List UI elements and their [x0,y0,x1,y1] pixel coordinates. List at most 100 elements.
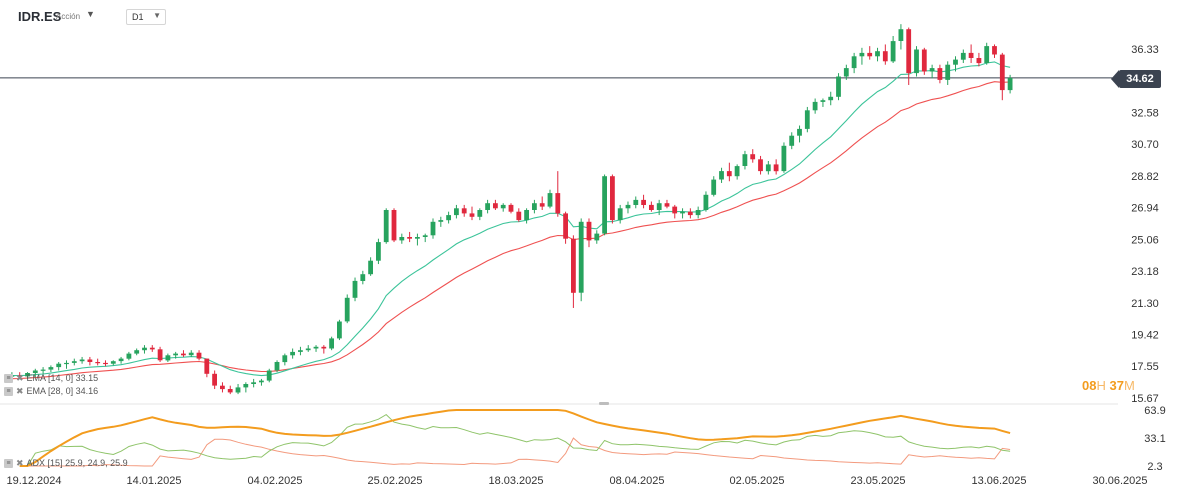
candle-body [719,171,724,180]
candle-body [656,203,662,210]
candle-body [266,370,272,381]
candle-body [95,362,101,364]
adx-di-minus-line [19,437,1011,467]
candle-body [500,204,506,209]
candle-body [953,59,958,65]
candle-body [586,221,592,241]
candle-body [758,159,763,172]
close-icon[interactable]: ✖ [16,386,24,396]
candle-body [968,52,974,58]
candle-body [165,355,171,361]
candle-body [337,321,342,339]
candle-body [851,56,857,69]
candle-body [695,210,701,216]
price-tick-label: 36.33 [1131,44,1159,56]
countdown-hours: 08 [1082,378,1097,393]
timeframe-select[interactable]: D1 ▼ [126,9,166,25]
candle-body [103,362,108,365]
candle-body [196,352,202,359]
close-icon[interactable]: ✖ [16,373,24,383]
candle-body [765,164,771,172]
candle-body [906,29,912,74]
indicator-settings-icon[interactable]: ≡ [4,459,13,469]
close-icon[interactable]: ✖ [16,458,24,468]
countdown-hours-unit: H [1096,378,1106,393]
candle-body [360,274,366,281]
candle-body [984,46,990,63]
candle-body [867,52,873,57]
candle-body [188,352,194,356]
candle-body [134,350,140,354]
candle-body [368,260,373,275]
timeframe-value: D1 [132,12,144,22]
date-tick-label: 04.02.2025 [247,475,302,487]
price-tick-label: 30.70 [1131,139,1159,151]
candle-body [391,210,397,241]
candle-body [204,358,210,374]
price-tick-label: 26.94 [1131,203,1159,215]
candle-body [227,389,233,393]
candle-body [711,179,717,195]
candle-body [454,208,459,216]
candle-body [87,359,93,362]
current-price-tag: 34.62 [1111,70,1161,88]
candle-body [929,68,935,72]
indicator-settings-icon[interactable]: ≡ [4,387,13,397]
candle-body [220,385,225,390]
adx-label: ADX [15] 25.9, 24.9, 25.9 [26,458,128,468]
candle-body [376,242,381,261]
price-tick-label: 21.30 [1131,298,1159,310]
candle-body [212,373,217,386]
symbol-name[interactable]: IDR.ES [18,9,62,24]
candle-body [352,280,358,298]
candle-body [875,51,880,57]
candle-body [641,199,646,205]
candle-body [446,215,451,221]
candle-body [516,211,522,221]
panel-resize-handle [599,402,609,405]
candle-body [625,204,631,209]
candle-body [321,346,327,349]
candle-body [461,208,467,214]
candle-body [438,220,444,222]
price-tick-label: 23.18 [1131,266,1159,278]
top-toolbar: IDR.ES Acción ▼ D1 ▼ [0,0,1200,30]
candle-body [797,128,802,136]
candle-body [157,349,163,361]
candle-body [680,211,685,214]
candle-body [149,347,155,350]
candle-body [32,370,38,373]
candle-body [633,199,639,205]
symbol-type: Acción [56,12,81,21]
candle-body [563,213,568,239]
candle-body [422,235,428,237]
candle-body [571,238,576,293]
adx-di-plus-line [19,413,1011,467]
countdown-minutes-unit: M [1123,378,1135,393]
candle-body [843,68,849,77]
candle-body [532,203,537,210]
candle-body [305,348,311,351]
indicator-settings-icon[interactable]: ≡ [4,374,13,384]
candle-body [976,58,982,64]
candle-body [508,204,514,212]
candle-body [898,29,904,41]
ema-slow-legend[interactable]: ≡ ✖ EMA [28, 0] 34.16 [4,386,98,397]
candle-body [399,237,405,241]
candle-body [882,51,888,62]
candle-body [812,101,818,111]
candle-body [430,221,436,236]
candle-body [48,367,54,370]
candle-body [251,382,256,384]
date-tick-label: 08.04.2025 [609,475,664,487]
adx-tick-label: 63.9 [1144,405,1165,417]
price-tick-label: 28.82 [1131,171,1159,183]
symbol-dropdown-icon[interactable]: ▼ [86,9,95,19]
candle-body [820,100,826,102]
candle-body [477,210,483,217]
candle-body [290,351,295,356]
candle-body [313,346,319,349]
ema-fast-legend[interactable]: ≡ ✖ EMA [14, 0] 33.15 [4,373,98,384]
adx-legend[interactable]: ≡ ✖ ADX [15] 25.9, 24.9, 25.9 [4,458,128,469]
